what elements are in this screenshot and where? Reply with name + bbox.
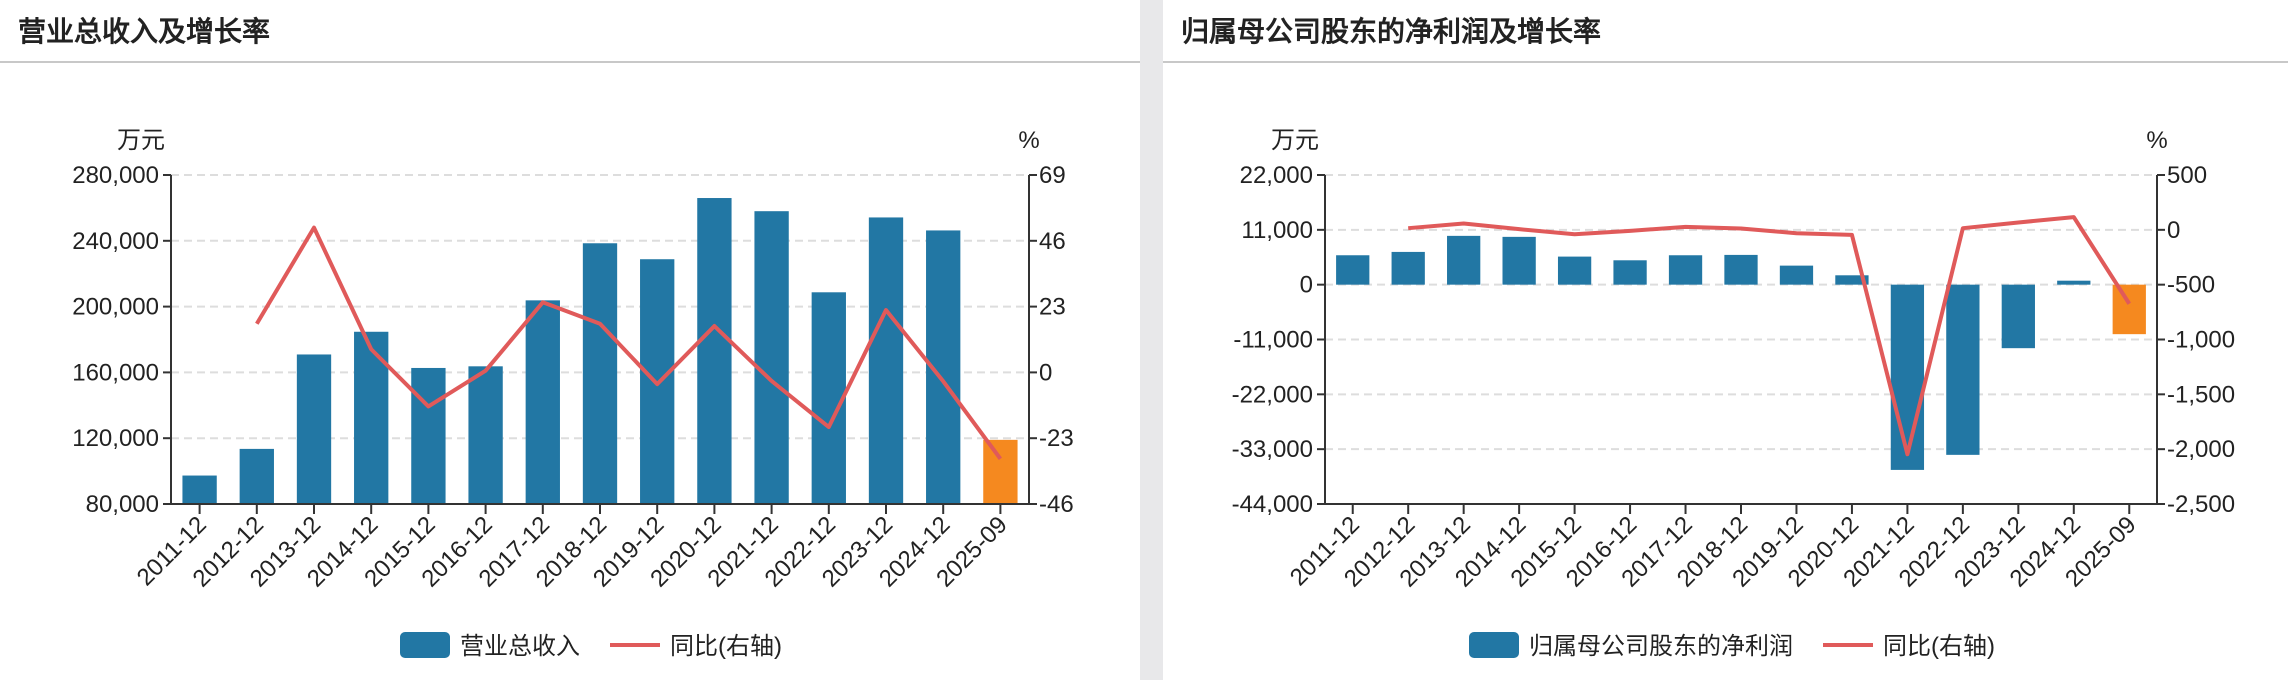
revenue-chart-panel: 营业总收入及增长率 万元% 280,000 69 240,000 46 200,000 23… [0, 0, 1140, 680]
left-axis-unit: 万元 [1271, 127, 1319, 154]
left-tick-label: 280,000 [72, 162, 159, 189]
left-tick-label: 120,000 [72, 425, 159, 452]
bar-2013-12 [1447, 235, 1481, 285]
chart-svg: 万元 % 22,000 500 11,000 0 0 -500 -11,000 -1,000 -22… [1232, 127, 2235, 660]
chart-title: 归属母公司股东的净利润及增长率 [1163, 0, 2288, 63]
left-tick-label: 160,000 [72, 359, 159, 386]
right-tick-label: -23 [1039, 425, 1074, 452]
bar-2012-12 [239, 448, 274, 504]
left-tick-label: 240,000 [72, 228, 159, 255]
right-axis-unit: % [1018, 127, 1039, 154]
growth-line [255, 225, 1003, 460]
bar-2018-12 [582, 243, 618, 504]
bar-2020-12 [1835, 275, 1869, 285]
right-tick-label: -500 [2167, 272, 2215, 299]
right-tick-label: 500 [2167, 162, 2207, 189]
bar-2018-12 [1724, 254, 1758, 285]
right-tick-label: 23 [1039, 294, 1066, 321]
growth-line [1408, 215, 2131, 457]
left-tick-label: 22,000 [1240, 162, 1313, 189]
right-tick-label: -46 [1039, 491, 1074, 518]
right-tick-label: 46 [1039, 228, 1066, 255]
chart-svg: 万元 % 280,000 69 240,000 46 200,000 23 160,000 0 12… [72, 127, 1074, 660]
bar-2011-12 [1336, 255, 1370, 285]
bar-2025-09 [983, 439, 1018, 504]
right-tick-label: -2,000 [2167, 436, 2235, 463]
right-axis-unit: % [2146, 127, 2167, 154]
left-tick-label: -44,000 [1232, 491, 1313, 518]
bar-2024-12 [2057, 280, 2091, 285]
legend-line-label: 同比(右轴) [670, 633, 782, 660]
bar-2020-12 [697, 198, 732, 504]
bar-2012-12 [1391, 251, 1425, 285]
right-tick-label: -2,500 [2167, 491, 2235, 518]
bar-2011-12 [182, 475, 217, 504]
bar-2019-12 [1779, 265, 1814, 285]
left-tick-label: -33,000 [1232, 436, 1313, 463]
left-tick-label: -11,000 [1233, 327, 1313, 354]
bar-2014-12 [354, 331, 389, 504]
bar-2021-12 [754, 211, 789, 504]
bar-2016-12 [468, 366, 503, 504]
bar-2016-12 [1613, 260, 1647, 285]
bar-2022-12 [811, 292, 846, 504]
right-tick-label: 0 [2167, 217, 2180, 244]
left-axis-unit: 万元 [117, 127, 165, 154]
bar-2022-12 [1946, 284, 1980, 455]
legend-bar-swatch [400, 632, 450, 658]
left-tick-label: 80,000 [86, 491, 159, 518]
bar-2017-12 [525, 300, 560, 504]
bar-2021-12 [1890, 284, 1925, 470]
bar-2025-09 [2112, 284, 2146, 335]
right-tick-label: 0 [1039, 359, 1052, 386]
legend-bar-label: 归属母公司股东的净利润 [1529, 633, 1793, 660]
chart-title: 营业总收入及增长率 [0, 0, 1140, 63]
legend-line-label: 同比(右轴) [1883, 633, 1995, 660]
right-tick-label: -1,500 [2167, 381, 2235, 408]
left-tick-label: 200,000 [72, 294, 159, 321]
bar-2017-12 [1668, 255, 1703, 285]
right-tick-label: -1,000 [2167, 327, 2235, 354]
right-tick-label: 69 [1039, 162, 1066, 189]
bar-2014-12 [1502, 236, 1536, 285]
left-tick-label: 11,000 [1241, 217, 1313, 244]
left-tick-label: 0 [1300, 272, 1313, 299]
left-tick-label: -22,000 [1232, 381, 1313, 408]
bar-2015-12 [411, 367, 446, 504]
bar-2013-12 [296, 354, 332, 504]
legend-bar-swatch [1469, 632, 1519, 658]
legend-bar-label: 营业总收入 [460, 633, 580, 660]
bar-2015-12 [1557, 256, 1592, 285]
bar-2023-12 [868, 217, 904, 505]
bar-2023-12 [2001, 284, 2035, 349]
net-profit-chart-panel: 归属母公司股东的净利润及增长率 万元% 22,000 500 11,000 0 0 -500… [1163, 0, 2288, 680]
